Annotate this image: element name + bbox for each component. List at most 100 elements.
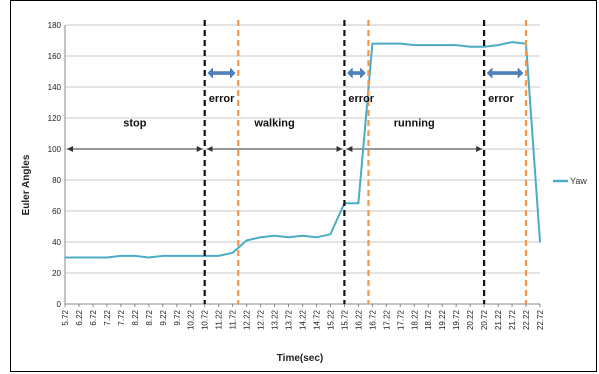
y-tick-label: 60 (52, 207, 61, 216)
dashed-divider-lines (203, 20, 528, 304)
data-point (497, 44, 499, 46)
data-point (399, 42, 402, 45)
error-arrow (207, 67, 236, 79)
x-tick-label: 11.72 (229, 309, 238, 329)
data-point (483, 45, 485, 48)
data-point (385, 42, 388, 45)
series-group (64, 41, 541, 259)
x-tick-label: 10.22 (187, 309, 196, 330)
data-point (413, 44, 416, 46)
axes (64, 25, 540, 305)
series-line-yaw (65, 41, 541, 259)
data-point (427, 44, 430, 46)
x-tick-label: 18.22 (410, 309, 419, 330)
data-point (441, 44, 444, 46)
data-point (539, 241, 541, 243)
error-arrow (486, 67, 524, 79)
error-label: error (348, 93, 374, 105)
data-point (106, 256, 108, 259)
x-tick-label: 15.72 (340, 309, 349, 330)
x-tick-label: 14.72 (312, 309, 321, 330)
data-point (329, 233, 332, 236)
x-tick-label: 13.22 (271, 309, 280, 330)
x-tick-label: 9.72 (173, 309, 182, 325)
x-tick-label: 15.22 (326, 309, 335, 330)
x-tick-label: 13.72 (285, 309, 294, 330)
x-tick-label: 20.22 (466, 309, 475, 330)
y-tick-label: 160 (48, 52, 62, 61)
error-label: error (488, 93, 514, 105)
data-point (92, 256, 94, 259)
x-tick-label: 11.22 (215, 309, 224, 329)
x-axis-title: Time(sec) (277, 353, 324, 364)
x-tick-label: 9.22 (159, 309, 168, 325)
phase-label: stop (123, 118, 147, 130)
data-point (245, 239, 248, 242)
y-tick-label: 120 (48, 114, 62, 123)
data-point (189, 255, 192, 257)
error-arrow (347, 67, 366, 79)
data-point (231, 252, 234, 254)
x-tick-label: 12.22 (243, 309, 252, 330)
x-tick-label: 6.72 (89, 309, 98, 325)
x-tick-label: 22.22 (522, 309, 531, 330)
data-point (161, 255, 164, 257)
data-point (64, 256, 66, 259)
x-tick-label: 8.22 (131, 309, 140, 325)
legend-label-yaw: Yaw (570, 176, 587, 186)
data-point (120, 255, 122, 257)
data-point (175, 255, 178, 257)
data-point (469, 45, 471, 48)
data-point (371, 42, 374, 45)
legend: Yaw (553, 176, 587, 186)
x-tick-label: 12.72 (257, 309, 266, 330)
x-tick-label: 19.72 (452, 309, 461, 330)
data-point (315, 236, 318, 239)
data-point (148, 256, 150, 259)
data-point (301, 235, 304, 237)
x-tick-label: 8.72 (145, 309, 154, 325)
x-tick-label: 16.72 (368, 309, 377, 330)
data-point (134, 255, 136, 257)
y-tick-label: 80 (52, 176, 61, 185)
chart-frame (10, 0, 597, 372)
data-point (259, 236, 262, 239)
data-point (78, 256, 80, 259)
y-tick-label: 140 (48, 83, 62, 92)
error-markers: error error error (207, 67, 524, 105)
data-point (273, 235, 276, 237)
x-tick-label: 10.72 (201, 309, 210, 330)
y-tick-label: 0 (57, 300, 62, 309)
x-tick-label: 17.72 (396, 309, 405, 330)
y-tick-label: 40 (52, 238, 61, 247)
data-point (287, 236, 290, 239)
data-point (455, 44, 457, 46)
phase-labels: stop walking running (123, 118, 434, 130)
x-tick-label: 7.72 (117, 309, 126, 325)
x-tick-label: 16.22 (354, 309, 363, 330)
phase-label: walking (253, 118, 294, 130)
data-point (217, 255, 220, 257)
y-tick-label: 100 (48, 145, 62, 154)
data-point (357, 202, 360, 205)
grid-lines (65, 24, 540, 274)
data-point (511, 41, 513, 43)
y-axis-title: Euler Angles (21, 154, 32, 215)
y-tick-label: 180 (48, 21, 62, 30)
x-tick-label: 6.22 (75, 309, 84, 325)
x-tick-label: 19.22 (438, 309, 447, 330)
x-tick-label: 20.72 (480, 309, 489, 330)
x-tick-label: 21.22 (494, 309, 503, 330)
y-tick-label: 20 (52, 269, 61, 278)
x-tick-label: 21.72 (508, 309, 517, 330)
x-tick-label: 5.72 (61, 309, 70, 325)
x-tick-label: 17.22 (382, 309, 391, 330)
y-axis-ticks: 0 20 40 60 80 100 120 140 160 180 (48, 21, 62, 309)
x-tick-label: 14.22 (299, 309, 308, 330)
x-axis-ticks: 5.72 6.22 6.72 7.22 7.72 8.22 8.72 9.22 9.72 10.2… (61, 304, 545, 330)
x-tick-label: 18.72 (424, 309, 433, 330)
error-label: error (209, 93, 235, 105)
x-tick-label: 22.72 (536, 309, 545, 330)
x-tick-label: 7.22 (103, 309, 112, 325)
